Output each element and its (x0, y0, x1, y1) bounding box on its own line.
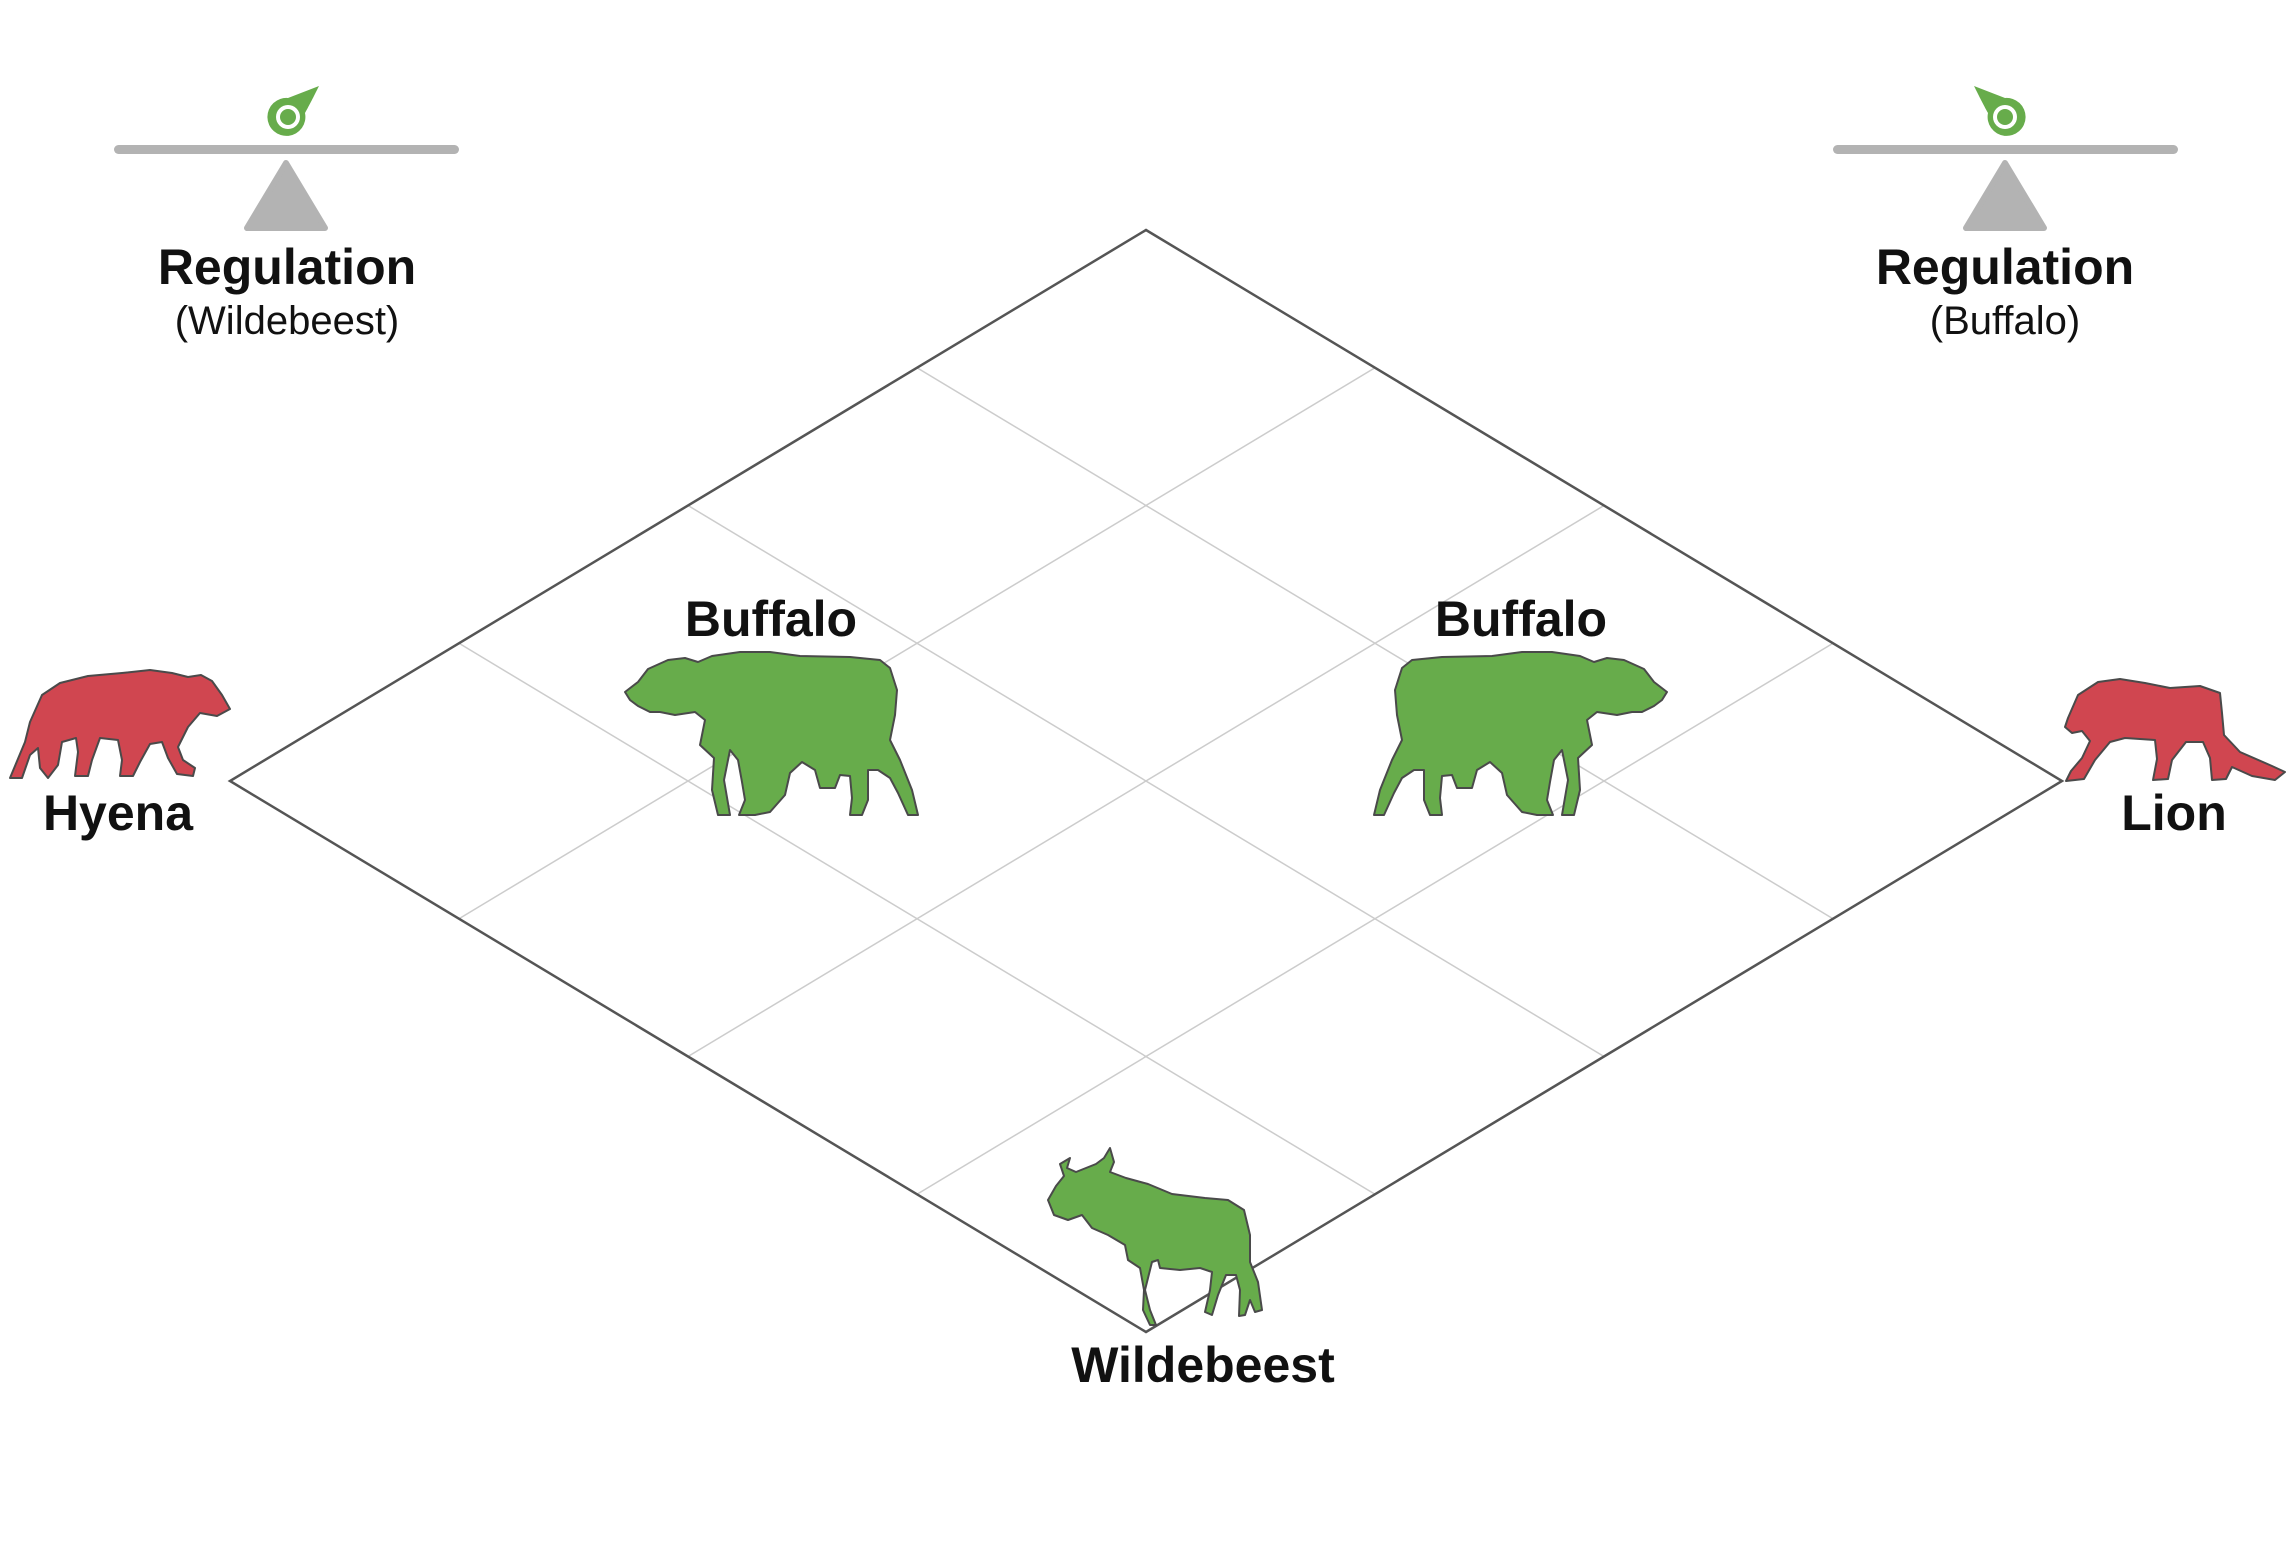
node-lion: Lion (2064, 678, 2286, 841)
node-buffalo-right-label: Buffalo (1435, 591, 1607, 647)
node-wildebeest: Wildebeest (1047, 1147, 1335, 1393)
lion-icon (2064, 678, 2286, 782)
buffalo-icon (624, 651, 919, 816)
node-wildebeest-label: Wildebeest (1071, 1337, 1335, 1393)
node-buffalo-left-label: Buffalo (685, 591, 857, 647)
balance-scale-icon (114, 86, 459, 231)
buffalo-icon (1373, 651, 1668, 816)
regulation-right-title: Regulation (1876, 239, 2134, 295)
node-hyena: Hyena (9, 669, 231, 841)
diamond-frame (227, 228, 2065, 1334)
node-lion-label: Lion (2121, 785, 2227, 841)
regulation-left: Regulation (Wildebeest) (114, 86, 459, 343)
balance-scale-icon (1833, 86, 2178, 231)
regulation-left-subtitle: (Wildebeest) (175, 299, 400, 343)
grid-line (458, 642, 1376, 1195)
hyena-icon (9, 669, 231, 779)
regulation-right: Regulation (Buffalo) (1833, 86, 2178, 343)
regulation-left-title: Regulation (158, 239, 416, 295)
node-buffalo-right: Buffalo (1373, 591, 1668, 816)
regulation-right-subtitle: (Buffalo) (1930, 299, 2080, 343)
grid-line (916, 642, 1834, 1195)
node-buffalo-left: Buffalo (624, 591, 919, 816)
grid-line (687, 504, 1605, 1058)
node-hyena-label: Hyena (43, 785, 194, 841)
diamond-grid (458, 367, 1834, 1195)
wildebeest-icon (1047, 1147, 1263, 1326)
